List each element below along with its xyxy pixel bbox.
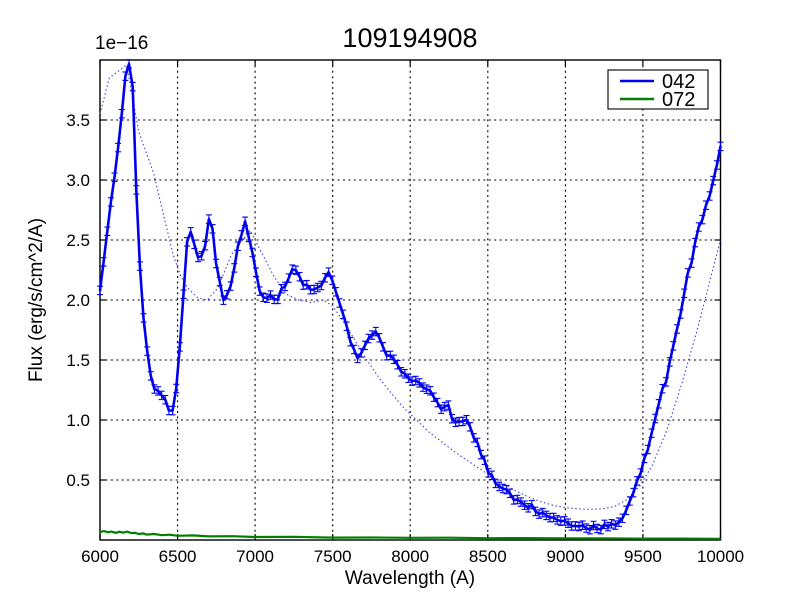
svg-text:109194908: 109194908 <box>342 23 477 53</box>
svg-text:9500: 9500 <box>624 547 662 566</box>
svg-text:7000: 7000 <box>236 547 274 566</box>
svg-text:1.0: 1.0 <box>66 411 90 430</box>
svg-text:8000: 8000 <box>391 547 429 566</box>
svg-text:1e−16: 1e−16 <box>95 33 148 54</box>
svg-text:7500: 7500 <box>314 547 352 566</box>
svg-text:6000: 6000 <box>81 547 119 566</box>
svg-text:3.0: 3.0 <box>66 171 90 190</box>
svg-text:8500: 8500 <box>469 547 507 566</box>
svg-text:9000: 9000 <box>546 547 584 566</box>
svg-text:072: 072 <box>662 89 695 111</box>
svg-text:6500: 6500 <box>159 547 197 566</box>
svg-text:2.0: 2.0 <box>66 291 90 310</box>
svg-text:Wavelength (A): Wavelength (A) <box>345 568 475 589</box>
svg-text:2.5: 2.5 <box>66 231 90 250</box>
svg-text:10000: 10000 <box>697 547 744 566</box>
svg-text:0.5: 0.5 <box>66 471 90 490</box>
svg-text:Flux (erg/s/cm^2/A): Flux (erg/s/cm^2/A) <box>26 218 47 382</box>
svg-text:1.5: 1.5 <box>66 351 90 370</box>
svg-text:3.5: 3.5 <box>66 111 90 130</box>
